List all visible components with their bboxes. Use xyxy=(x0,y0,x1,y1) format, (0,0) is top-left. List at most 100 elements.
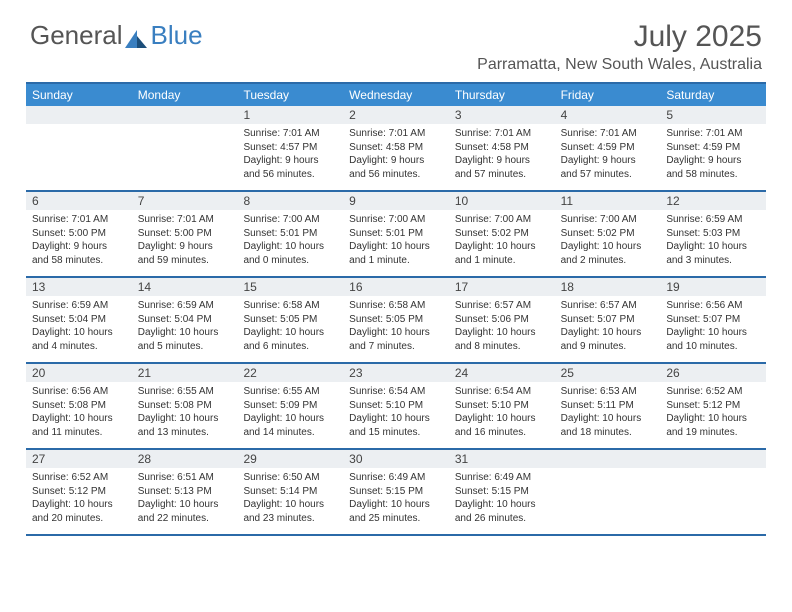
day-number: 31 xyxy=(449,450,555,468)
day-cell: 30Sunrise: 6:49 AMSunset: 5:15 PMDayligh… xyxy=(343,450,449,534)
day-cell: 13Sunrise: 6:59 AMSunset: 5:04 PMDayligh… xyxy=(26,278,132,362)
day-body: Sunrise: 6:59 AMSunset: 5:04 PMDaylight:… xyxy=(26,296,132,356)
day-number: 5 xyxy=(660,106,766,124)
day-body: Sunrise: 7:00 AMSunset: 5:02 PMDaylight:… xyxy=(555,210,661,270)
day-body: Sunrise: 7:00 AMSunset: 5:01 PMDaylight:… xyxy=(237,210,343,270)
weekday-header: Thursday xyxy=(449,84,555,106)
day-cell: 23Sunrise: 6:54 AMSunset: 5:10 PMDayligh… xyxy=(343,364,449,448)
day-body: Sunrise: 6:59 AMSunset: 5:03 PMDaylight:… xyxy=(660,210,766,270)
day-number: 22 xyxy=(237,364,343,382)
week-row: 27Sunrise: 6:52 AMSunset: 5:12 PMDayligh… xyxy=(26,450,766,536)
logo: General Blue xyxy=(30,20,203,51)
day-cell xyxy=(555,450,661,534)
day-number-empty xyxy=(132,106,238,124)
day-number-empty xyxy=(26,106,132,124)
day-number: 7 xyxy=(132,192,238,210)
day-cell: 3Sunrise: 7:01 AMSunset: 4:58 PMDaylight… xyxy=(449,106,555,190)
day-body: Sunrise: 7:01 AMSunset: 5:00 PMDaylight:… xyxy=(26,210,132,270)
day-cell: 14Sunrise: 6:59 AMSunset: 5:04 PMDayligh… xyxy=(132,278,238,362)
week-row: 6Sunrise: 7:01 AMSunset: 5:00 PMDaylight… xyxy=(26,192,766,278)
title-block: July 2025 Parramatta, New South Wales, A… xyxy=(477,20,762,74)
day-cell: 19Sunrise: 6:56 AMSunset: 5:07 PMDayligh… xyxy=(660,278,766,362)
day-cell: 10Sunrise: 7:00 AMSunset: 5:02 PMDayligh… xyxy=(449,192,555,276)
day-body: Sunrise: 6:57 AMSunset: 5:07 PMDaylight:… xyxy=(555,296,661,356)
day-cell: 11Sunrise: 7:00 AMSunset: 5:02 PMDayligh… xyxy=(555,192,661,276)
day-cell: 2Sunrise: 7:01 AMSunset: 4:58 PMDaylight… xyxy=(343,106,449,190)
logo-triangle-icon xyxy=(125,26,149,46)
day-body: Sunrise: 7:01 AMSunset: 4:58 PMDaylight:… xyxy=(343,124,449,184)
day-body: Sunrise: 7:00 AMSunset: 5:02 PMDaylight:… xyxy=(449,210,555,270)
weekday-header: Tuesday xyxy=(237,84,343,106)
day-cell: 6Sunrise: 7:01 AMSunset: 5:00 PMDaylight… xyxy=(26,192,132,276)
day-number: 17 xyxy=(449,278,555,296)
day-cell: 20Sunrise: 6:56 AMSunset: 5:08 PMDayligh… xyxy=(26,364,132,448)
day-body: Sunrise: 6:52 AMSunset: 5:12 PMDaylight:… xyxy=(26,468,132,528)
day-number: 20 xyxy=(26,364,132,382)
day-body: Sunrise: 7:01 AMSunset: 4:59 PMDaylight:… xyxy=(555,124,661,184)
day-number-empty xyxy=(660,450,766,468)
day-body: Sunrise: 6:58 AMSunset: 5:05 PMDaylight:… xyxy=(343,296,449,356)
weekday-header: Friday xyxy=(555,84,661,106)
location-subtitle: Parramatta, New South Wales, Australia xyxy=(477,56,762,74)
day-number: 15 xyxy=(237,278,343,296)
day-body: Sunrise: 6:56 AMSunset: 5:08 PMDaylight:… xyxy=(26,382,132,442)
day-cell: 17Sunrise: 6:57 AMSunset: 5:06 PMDayligh… xyxy=(449,278,555,362)
day-number: 23 xyxy=(343,364,449,382)
day-number: 26 xyxy=(660,364,766,382)
day-number: 6 xyxy=(26,192,132,210)
day-number-empty xyxy=(555,450,661,468)
day-body: Sunrise: 7:01 AMSunset: 4:57 PMDaylight:… xyxy=(237,124,343,184)
day-cell: 21Sunrise: 6:55 AMSunset: 5:08 PMDayligh… xyxy=(132,364,238,448)
day-body: Sunrise: 6:58 AMSunset: 5:05 PMDaylight:… xyxy=(237,296,343,356)
weeks-container: 1Sunrise: 7:01 AMSunset: 4:57 PMDaylight… xyxy=(26,106,766,536)
weekday-header: Saturday xyxy=(660,84,766,106)
day-cell: 27Sunrise: 6:52 AMSunset: 5:12 PMDayligh… xyxy=(26,450,132,534)
weekday-header: Sunday xyxy=(26,84,132,106)
weekday-header: Monday xyxy=(132,84,238,106)
day-cell xyxy=(132,106,238,190)
day-cell: 16Sunrise: 6:58 AMSunset: 5:05 PMDayligh… xyxy=(343,278,449,362)
day-number: 30 xyxy=(343,450,449,468)
day-number: 4 xyxy=(555,106,661,124)
day-cell: 22Sunrise: 6:55 AMSunset: 5:09 PMDayligh… xyxy=(237,364,343,448)
day-body: Sunrise: 6:50 AMSunset: 5:14 PMDaylight:… xyxy=(237,468,343,528)
day-cell: 1Sunrise: 7:01 AMSunset: 4:57 PMDaylight… xyxy=(237,106,343,190)
day-number: 28 xyxy=(132,450,238,468)
day-number: 24 xyxy=(449,364,555,382)
day-number: 14 xyxy=(132,278,238,296)
day-body: Sunrise: 6:49 AMSunset: 5:15 PMDaylight:… xyxy=(449,468,555,528)
week-row: 20Sunrise: 6:56 AMSunset: 5:08 PMDayligh… xyxy=(26,364,766,450)
weekday-header: Wednesday xyxy=(343,84,449,106)
day-body: Sunrise: 7:01 AMSunset: 4:59 PMDaylight:… xyxy=(660,124,766,184)
day-number: 21 xyxy=(132,364,238,382)
day-body: Sunrise: 6:52 AMSunset: 5:12 PMDaylight:… xyxy=(660,382,766,442)
day-body: Sunrise: 6:54 AMSunset: 5:10 PMDaylight:… xyxy=(343,382,449,442)
day-cell: 12Sunrise: 6:59 AMSunset: 5:03 PMDayligh… xyxy=(660,192,766,276)
day-body: Sunrise: 6:53 AMSunset: 5:11 PMDaylight:… xyxy=(555,382,661,442)
day-number: 29 xyxy=(237,450,343,468)
day-cell: 29Sunrise: 6:50 AMSunset: 5:14 PMDayligh… xyxy=(237,450,343,534)
day-number: 10 xyxy=(449,192,555,210)
day-number: 2 xyxy=(343,106,449,124)
month-title: July 2025 xyxy=(477,20,762,54)
day-number: 1 xyxy=(237,106,343,124)
day-number: 27 xyxy=(26,450,132,468)
week-row: 13Sunrise: 6:59 AMSunset: 5:04 PMDayligh… xyxy=(26,278,766,364)
day-cell xyxy=(26,106,132,190)
day-cell: 26Sunrise: 6:52 AMSunset: 5:12 PMDayligh… xyxy=(660,364,766,448)
weekday-header-row: SundayMondayTuesdayWednesdayThursdayFrid… xyxy=(26,84,766,106)
day-body: Sunrise: 6:51 AMSunset: 5:13 PMDaylight:… xyxy=(132,468,238,528)
day-number: 25 xyxy=(555,364,661,382)
day-body: Sunrise: 6:55 AMSunset: 5:08 PMDaylight:… xyxy=(132,382,238,442)
day-number: 8 xyxy=(237,192,343,210)
page-header: General Blue July 2025 Parramatta, New S… xyxy=(0,0,792,82)
day-number: 12 xyxy=(660,192,766,210)
day-number: 3 xyxy=(449,106,555,124)
day-cell: 18Sunrise: 6:57 AMSunset: 5:07 PMDayligh… xyxy=(555,278,661,362)
day-cell xyxy=(660,450,766,534)
day-body: Sunrise: 6:59 AMSunset: 5:04 PMDaylight:… xyxy=(132,296,238,356)
day-cell: 28Sunrise: 6:51 AMSunset: 5:13 PMDayligh… xyxy=(132,450,238,534)
day-body: Sunrise: 6:49 AMSunset: 5:15 PMDaylight:… xyxy=(343,468,449,528)
day-cell: 25Sunrise: 6:53 AMSunset: 5:11 PMDayligh… xyxy=(555,364,661,448)
day-body: Sunrise: 7:01 AMSunset: 5:00 PMDaylight:… xyxy=(132,210,238,270)
